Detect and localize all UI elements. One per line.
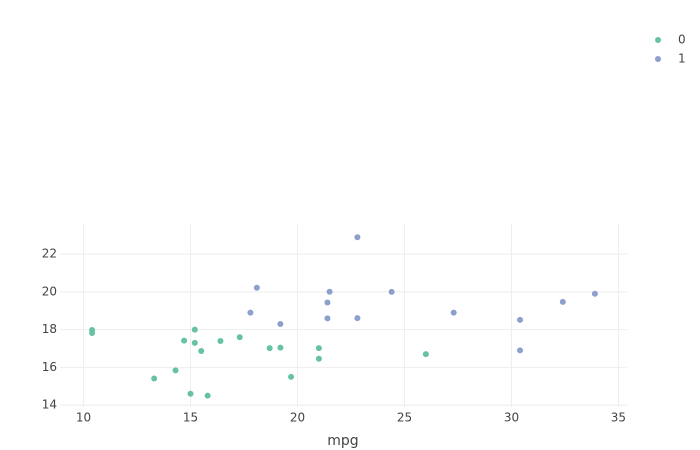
point (354, 315, 361, 322)
legend-marker[interactable] (655, 37, 661, 43)
point (236, 334, 243, 341)
point (324, 299, 331, 306)
point (277, 344, 284, 351)
point (326, 288, 333, 295)
point (517, 316, 524, 323)
point (253, 284, 260, 291)
point (277, 320, 284, 327)
legend-label[interactable]: 0 (678, 33, 686, 47)
x-axis-title: mpg (327, 433, 358, 449)
y-tick-label: 18 (42, 322, 57, 336)
x-tick-label: 30 (504, 411, 519, 425)
point (315, 355, 322, 362)
point (172, 367, 179, 374)
point (198, 347, 205, 354)
point (388, 288, 395, 295)
point (181, 337, 188, 344)
point (422, 351, 429, 358)
point (217, 337, 224, 344)
x-tick-label: 10 (76, 411, 91, 425)
point (354, 234, 361, 241)
point (288, 373, 295, 380)
point (191, 326, 198, 333)
y-tick-label: 14 (42, 398, 57, 412)
point (324, 315, 331, 322)
point (151, 375, 158, 382)
point (591, 290, 598, 297)
y-tick-label: 16 (42, 360, 57, 374)
point (89, 330, 96, 337)
x-tick-label: 35 (611, 411, 626, 425)
legend-marker[interactable] (655, 56, 661, 62)
point (191, 339, 198, 346)
point (450, 309, 457, 316)
point (315, 345, 322, 352)
point (204, 392, 211, 399)
point (266, 345, 273, 352)
point (559, 298, 566, 305)
legend-label[interactable]: 1 (678, 52, 686, 66)
y-tick-label: 22 (42, 247, 57, 261)
point (247, 309, 254, 316)
x-tick-label: 15 (183, 411, 198, 425)
point (517, 347, 524, 354)
x-tick-label: 25 (397, 411, 412, 425)
point (187, 390, 194, 397)
x-tick-label: 20 (290, 411, 305, 425)
y-tick-label: 20 (42, 284, 57, 298)
